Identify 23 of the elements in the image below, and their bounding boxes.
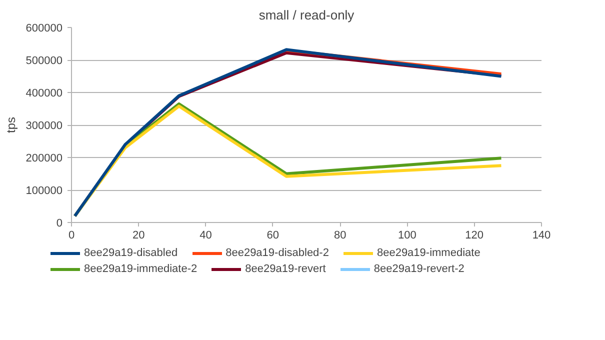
x-tick-label: 140: [532, 230, 551, 242]
y-tick-label: 400000: [26, 88, 63, 100]
y-tick-label: 500000: [26, 55, 63, 67]
y-tick-label: 600000: [26, 22, 63, 34]
legend-label: 8ee29a19-revert: [245, 263, 326, 275]
y-tick-label: 100000: [26, 185, 63, 197]
legend-label: 8ee29a19-immediate-2: [84, 263, 198, 275]
x-tick-label: 20: [132, 230, 145, 242]
chart-title: small / read-only: [258, 8, 355, 22]
legend-label: 8ee29a19-revert-2: [374, 263, 464, 275]
x-tick-label: 100: [398, 230, 416, 242]
x-tick-label: 40: [200, 230, 212, 242]
y-tick-label: 200000: [26, 152, 63, 164]
y-tick-label: 300000: [26, 120, 63, 132]
x-tick-label: 60: [266, 230, 280, 242]
x-tick-label: 120: [465, 230, 484, 242]
y-axis-title: tps: [4, 116, 18, 134]
legend-label: 8ee29a19-disabled: [84, 247, 178, 259]
legend-label: 8ee29a19-immediate: [376, 247, 480, 259]
y-tick-label: 0: [56, 218, 63, 230]
x-tick-label: 0: [68, 230, 75, 242]
legend-label: 8ee29a19-disabled-2: [226, 247, 329, 259]
x-tick-label: 80: [334, 230, 346, 242]
